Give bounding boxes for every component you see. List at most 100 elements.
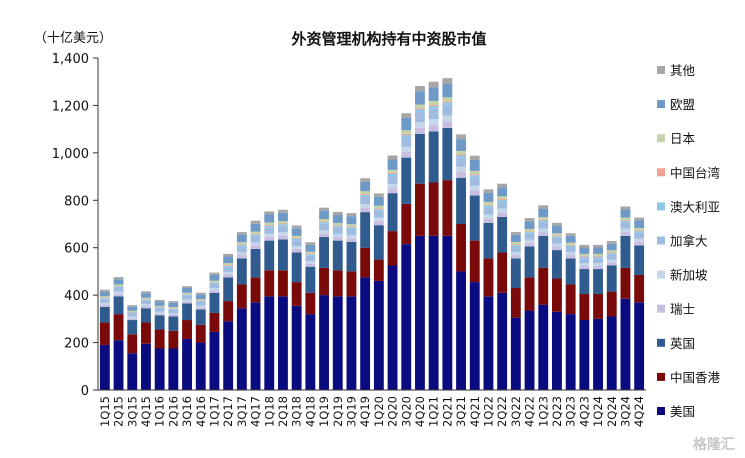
bar-segment (415, 112, 425, 123)
bar-segment (305, 254, 316, 256)
bar-segment (579, 253, 590, 257)
bar-segment (127, 353, 138, 390)
bar-segment (264, 211, 275, 215)
y-tick-label: 1,000 (52, 147, 89, 162)
bar-segment (634, 241, 645, 246)
bar-segment (483, 296, 494, 390)
bar-segment (456, 154, 466, 156)
bar-segment (291, 282, 302, 306)
bar-segment (195, 342, 206, 390)
bar-segment (373, 280, 384, 390)
bar-segment (593, 293, 603, 319)
bar-segment (634, 232, 645, 239)
bar-segment (332, 211, 343, 215)
bar-segment (483, 222, 494, 259)
bar-segment (579, 265, 590, 270)
bar-segment (141, 306, 151, 309)
bar-segment (510, 255, 521, 259)
bar-segment (606, 254, 617, 260)
bar-segment (510, 244, 521, 246)
bar-segment (524, 218, 535, 222)
bar-segment (565, 314, 576, 390)
bar-segment (236, 308, 247, 390)
bar-segment (141, 343, 151, 390)
bar-segment (510, 246, 521, 252)
bar-segment (195, 307, 206, 310)
bar-segment (209, 282, 220, 284)
bar-segment (442, 101, 453, 103)
y-tick-label: 200 (64, 337, 89, 352)
bar-segment (154, 313, 165, 316)
bar-segment (360, 247, 371, 278)
bar-segment (141, 293, 151, 298)
bar-segment (469, 155, 480, 160)
bar-segment (250, 233, 261, 235)
legend-label: 日本 (670, 131, 696, 146)
bar-segment (223, 253, 234, 257)
bar-segment (579, 320, 590, 390)
bar-segment (319, 219, 329, 222)
bar-segment (373, 208, 384, 210)
bar-segment (401, 113, 412, 118)
bar-segment (236, 242, 247, 245)
legend-label: 英国 (670, 336, 695, 351)
bar-segment (250, 248, 261, 278)
x-tick-label: 4Q17 (249, 396, 263, 427)
bar-segment (620, 235, 631, 268)
bar-segment (236, 252, 247, 256)
bar-segment (606, 259, 617, 263)
bar-segment (497, 208, 508, 213)
bar-segment (154, 329, 165, 349)
legend-swatch (657, 168, 665, 177)
bar-segment (415, 104, 425, 109)
bar-segment (497, 216, 508, 253)
bar-segment (291, 252, 302, 283)
bar-segment (223, 271, 234, 275)
bar-segment (154, 299, 165, 302)
bar-segment (497, 196, 508, 200)
bar-segment (319, 295, 329, 390)
bar-segment (360, 196, 371, 205)
bar-segment (278, 232, 288, 236)
legend-label: 中国台湾 (670, 165, 720, 180)
bar-segment (127, 313, 138, 317)
bar-segment (223, 321, 234, 390)
x-tick-label: 2Q24 (605, 396, 619, 427)
legend-label: 中国香港 (670, 370, 721, 385)
bar-segment (593, 318, 603, 390)
bar-segment (168, 348, 179, 390)
bar-segment (99, 291, 110, 297)
bar-segment (291, 240, 302, 247)
bar-segment (291, 225, 302, 229)
bar-segment (209, 284, 220, 289)
bar-segment (360, 191, 371, 195)
bar-segment (346, 226, 357, 228)
bar-segment (469, 170, 480, 175)
bar-segment (278, 221, 288, 224)
bar-segment (538, 208, 549, 218)
x-tick-label: 3Q24 (618, 396, 632, 427)
bar-segment (373, 209, 384, 211)
bar-segment (456, 166, 466, 173)
bar-segment (195, 302, 206, 306)
bar-segment (305, 292, 316, 315)
x-tick-label: 1Q23 (536, 396, 550, 427)
bar-segment (291, 246, 302, 249)
y-tick-label: 600 (64, 242, 89, 257)
bar-segment (483, 218, 494, 223)
bar-segment (278, 223, 288, 225)
legend-swatch (657, 407, 665, 415)
bar-segment (401, 203, 412, 245)
bar-segment (469, 185, 480, 191)
bar-segment (127, 334, 138, 354)
bar-segment (565, 284, 576, 315)
x-tick-label: 2Q16 (166, 396, 180, 427)
bar-segment (182, 288, 192, 293)
bar-segment (332, 233, 343, 238)
bar-segment (606, 250, 617, 253)
bar-segment (360, 194, 371, 196)
x-tick-label: 2Q21 (440, 396, 454, 427)
bar-segment (565, 235, 576, 243)
bar-segment (524, 242, 535, 247)
bar-segment (593, 263, 603, 266)
